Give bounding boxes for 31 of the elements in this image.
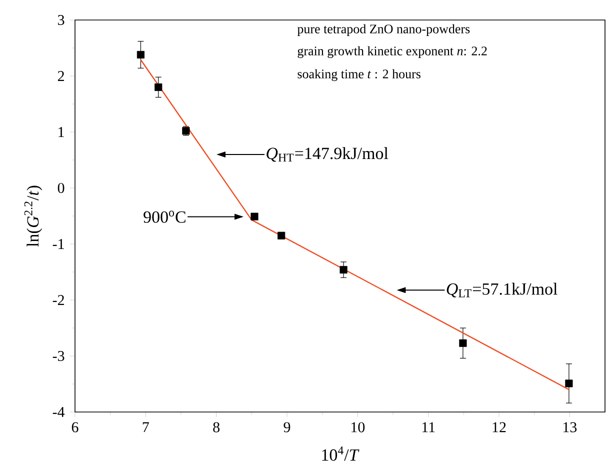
- annotation: 900$^{o}$C: [144, 210, 186, 223]
- y-tick-label: -3: [52, 350, 64, 362]
- point: [154, 83, 162, 91]
- x-axis-title: 10$^{4}$/T: [322, 446, 360, 461]
- point: [565, 380, 573, 388]
- y-tick-label: 1: [58, 127, 64, 137]
- y-tick-label: 0: [58, 182, 64, 194]
- point: [340, 266, 348, 274]
- annotation: Q$_{HT}$=147.9kJ/mol: [266, 147, 388, 162]
- x-tick-label: 13: [563, 422, 577, 432]
- x-tick-label: 11: [422, 422, 435, 432]
- x-tick-label: 12: [492, 422, 506, 432]
- point: [459, 339, 467, 347]
- x-tick-label: 6: [72, 422, 78, 432]
- y-tick-label: -2: [52, 295, 64, 305]
- annotation: Q$_{LT}$=57.1kJ/mol: [446, 282, 558, 298]
- annotation: grain growth kinetic exponent n: 2.2: [298, 46, 487, 58]
- x-tick-label: 7: [142, 422, 149, 432]
- annotation: pure tetrapod ZnO nano-powders: [297, 24, 470, 36]
- y-tick-label: -4: [52, 407, 65, 417]
- point: [250, 212, 258, 220]
- point: [278, 232, 286, 240]
- x-tick-label: 8: [213, 422, 220, 432]
- y-axis-title: ln(G$^{2.2}$/t): [24, 186, 42, 247]
- point: [136, 50, 145, 59]
- y-tick-label: 2: [58, 71, 64, 81]
- y-tick-label: -1: [52, 239, 64, 249]
- x-tick-label: 9: [284, 422, 290, 432]
- y-tick-label: 3: [58, 14, 64, 26]
- x-tick-label: 10: [351, 422, 365, 432]
- annotation: soaking time t : 2 hours: [298, 69, 420, 82]
